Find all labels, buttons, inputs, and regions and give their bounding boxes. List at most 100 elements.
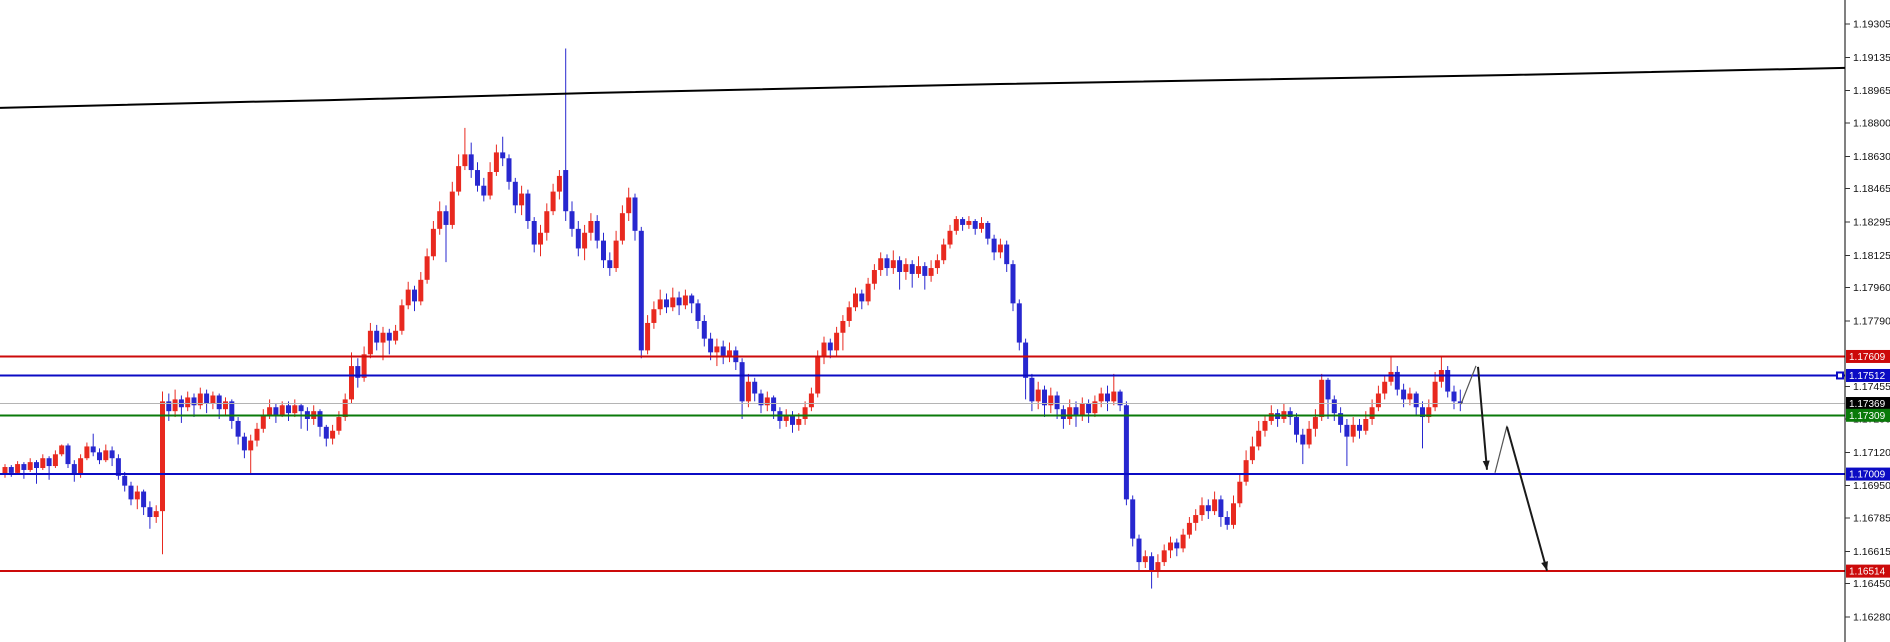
candle-body xyxy=(1231,503,1236,525)
candle-body xyxy=(1262,420,1268,431)
candle-body xyxy=(15,464,21,473)
candle-body xyxy=(197,393,203,406)
candle-body xyxy=(1432,381,1438,408)
candle-body xyxy=(1338,413,1344,425)
candle-body xyxy=(8,467,14,473)
candle-body xyxy=(626,197,632,214)
candle-body xyxy=(65,445,71,465)
candle-body xyxy=(1205,505,1211,512)
candle-body xyxy=(267,407,273,416)
candle-body xyxy=(808,393,814,408)
candle-body xyxy=(1451,391,1457,402)
candle-body xyxy=(1199,505,1205,516)
candle-body xyxy=(739,362,745,402)
line-selection-handle[interactable] xyxy=(1836,371,1844,380)
candle-body xyxy=(21,464,27,470)
candle-body xyxy=(607,260,613,269)
candle-body xyxy=(651,309,657,323)
candle-body xyxy=(619,213,625,241)
candle-body xyxy=(235,420,241,437)
candle-body xyxy=(682,295,688,306)
candle-body xyxy=(563,170,569,212)
candle-body xyxy=(241,436,247,451)
projection-line[interactable] xyxy=(1460,365,1477,405)
candle-body xyxy=(853,293,858,308)
candle-body xyxy=(588,221,594,233)
candle-body xyxy=(1413,393,1419,408)
candle-body xyxy=(254,428,260,441)
candle-body xyxy=(1457,401,1463,404)
axis-tick-label: 1.18630 xyxy=(1853,151,1890,163)
trend-ma-line[interactable] xyxy=(0,66,1846,109)
candle-body xyxy=(487,172,493,196)
trendline-layer[interactable] xyxy=(0,66,1846,109)
candle-body xyxy=(991,238,997,253)
arrowhead-icon xyxy=(1541,561,1548,571)
candle-body xyxy=(720,346,726,357)
candle-body xyxy=(84,446,90,459)
candle-body xyxy=(582,232,588,249)
price-axis[interactable]: 1.19305 1.19135 1.18965 1.18800 1.18630 1.184… xyxy=(1844,0,1890,642)
candle-body xyxy=(1174,542,1180,549)
candle-body xyxy=(1243,460,1249,482)
candle-body xyxy=(185,397,191,408)
candle-body xyxy=(1224,517,1230,525)
candle-body xyxy=(393,330,399,341)
candle-body xyxy=(153,511,159,518)
candle-body xyxy=(796,419,802,425)
candle-body xyxy=(1010,264,1016,304)
level-lines-layer[interactable] xyxy=(0,355,1845,573)
candle-body xyxy=(525,193,531,222)
candles-layer xyxy=(2,48,1463,589)
candle-body xyxy=(890,260,896,269)
axis-tick-label: 1.18800 xyxy=(1853,117,1890,129)
candle-body xyxy=(90,446,96,453)
candle-body xyxy=(78,458,84,474)
candle-body xyxy=(1130,499,1136,539)
candle-body xyxy=(128,485,134,500)
candle-body xyxy=(1193,515,1199,523)
candle-body xyxy=(122,475,128,486)
candle-body xyxy=(279,405,285,416)
candle-body xyxy=(764,397,770,406)
candle-body xyxy=(758,393,764,406)
candle-body xyxy=(1186,522,1192,535)
projection-line[interactable] xyxy=(1506,426,1548,571)
level-price-badge xyxy=(1846,368,1890,382)
candle-body xyxy=(1249,446,1255,461)
candle-body xyxy=(884,258,890,269)
candle-body xyxy=(191,397,197,406)
candle-body xyxy=(941,244,947,261)
candle-body xyxy=(1344,424,1350,437)
candle-body xyxy=(594,221,600,241)
candle-body xyxy=(52,454,58,467)
candle-body xyxy=(46,458,52,467)
candle-body xyxy=(657,299,663,310)
projection-line[interactable] xyxy=(1477,366,1488,470)
axis-tick-label: 1.16615 xyxy=(1853,546,1890,558)
price-badge-label: 1.17369 xyxy=(1849,399,1886,410)
candle-body xyxy=(601,240,606,261)
projection-line[interactable] xyxy=(1494,425,1508,473)
candle-body xyxy=(223,401,228,410)
candle-body xyxy=(865,283,871,302)
axis-tick-label: 1.17455 xyxy=(1853,381,1890,393)
candle-body xyxy=(1004,244,1010,265)
candle-body xyxy=(475,170,480,186)
candle-body xyxy=(531,221,537,245)
candle-body xyxy=(1350,424,1356,437)
projection-lines-layer[interactable] xyxy=(1460,365,1548,571)
price-badge-label: 1.17309 xyxy=(1849,411,1886,422)
candle-body xyxy=(1294,417,1299,435)
candle-body xyxy=(670,297,676,308)
candle-body xyxy=(897,260,903,272)
candle-body xyxy=(556,175,562,192)
candle-body xyxy=(468,154,474,171)
candle-body xyxy=(903,264,909,272)
candle-body xyxy=(997,244,1003,253)
candle-body xyxy=(1319,379,1325,418)
candle-body xyxy=(512,181,518,206)
